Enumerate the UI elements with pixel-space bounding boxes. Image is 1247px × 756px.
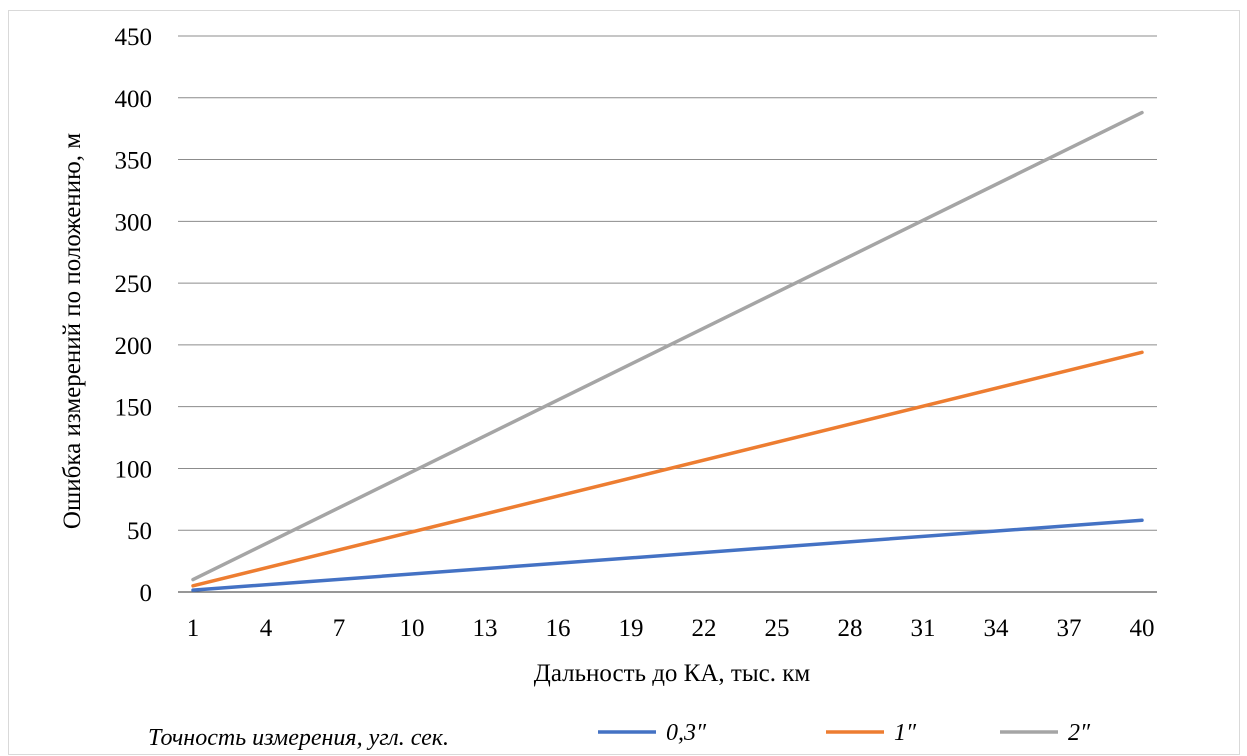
x-axis-title: Дальность до КА, тыс. км (534, 660, 811, 687)
chart-frame (8, 10, 1240, 755)
x-tick-label: 10 (400, 615, 425, 642)
x-tick-label: 22 (692, 615, 717, 642)
series-line-3 (191, 110, 1144, 582)
gridlines (178, 35, 1157, 593)
y-tick-label: 450 (115, 24, 153, 51)
y-tick-label: 250 (115, 271, 153, 298)
x-tick-label: 28 (838, 615, 863, 642)
y-tick-label: 100 (115, 456, 153, 483)
legend-label-3: 2″ (1068, 720, 1091, 746)
x-tick-label: 4 (260, 615, 273, 642)
y-tick-label: 300 (115, 209, 153, 236)
y-axis-title: Ошибка измерений по положению, м (59, 133, 86, 529)
x-tick-label: 13 (473, 615, 498, 642)
y-tick-label: 50 (127, 518, 152, 545)
x-tick-label: 16 (546, 615, 571, 642)
y-tick-label: 150 (115, 395, 153, 422)
legend-title: Точность измерения, угл. сек. (148, 725, 449, 751)
legend-label-2: 1″ (894, 720, 917, 746)
x-tick-labels: 1 4 7 10 13 16 19 22 25 28 31 34 37 40 (187, 615, 1155, 642)
x-tick-label: 1 (187, 615, 200, 642)
legend: Точность измерения, угл. сек. 0,3″ 1″ 2″ (148, 720, 1091, 751)
x-tick-label: 31 (911, 615, 936, 642)
x-tick-label: 34 (984, 615, 1010, 642)
series-line-1 (191, 518, 1144, 592)
y-tick-label: 400 (115, 86, 153, 113)
series-line-2 (191, 350, 1144, 588)
x-tick-label: 40 (1130, 615, 1155, 642)
y-tick-label: 0 (140, 580, 153, 607)
x-tick-label: 37 (1057, 615, 1082, 642)
y-tick-label: 350 (115, 148, 153, 175)
x-tick-label: 25 (765, 615, 790, 642)
x-tick-label: 19 (619, 615, 644, 642)
legend-label-1: 0,3″ (666, 720, 707, 746)
x-tick-label: 7 (333, 615, 346, 642)
y-tick-labels: 0 50 100 150 200 250 300 350 400 450 (115, 24, 153, 607)
y-tick-label: 200 (115, 333, 153, 360)
series-lines (191, 110, 1144, 592)
